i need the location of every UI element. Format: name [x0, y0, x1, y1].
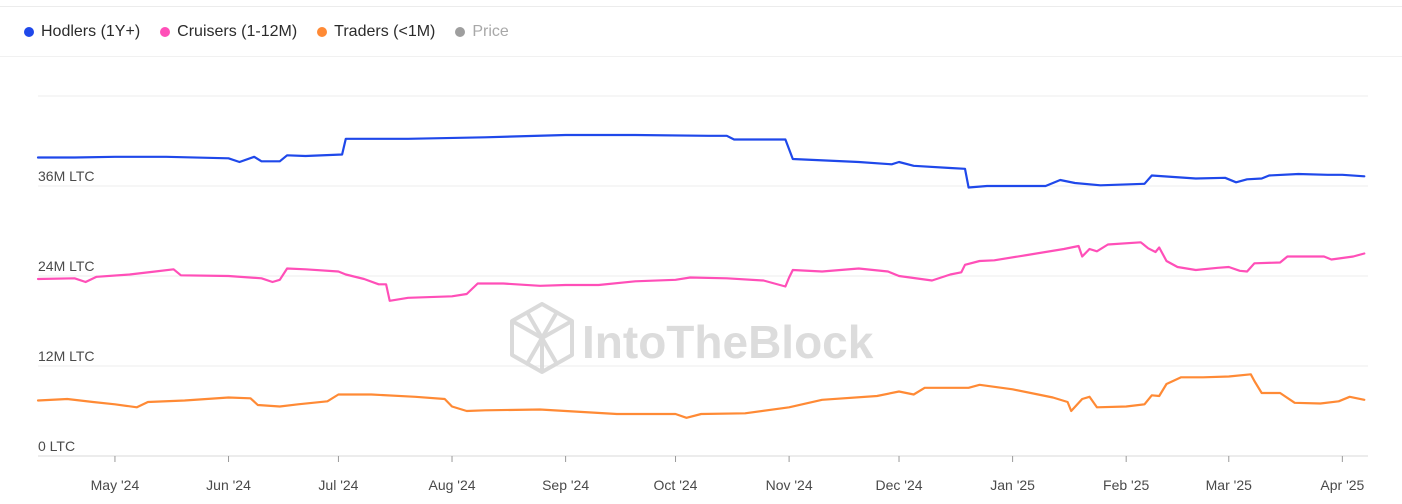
x-tick-label: Jun '24 [206, 477, 251, 493]
legend-item-cruisers[interactable]: Cruisers (1-12M) [160, 23, 297, 41]
watermark-text: IntoTheBlock [582, 316, 874, 368]
x-tick-label: Jan '25 [990, 477, 1035, 493]
x-tick-label: Oct '24 [654, 477, 698, 493]
legend-dot-cruisers [160, 27, 171, 37]
legend-label-traders: Traders (<1M) [334, 23, 436, 40]
x-tick-label: Aug '24 [428, 477, 475, 493]
x-tick-label: Dec '24 [876, 477, 923, 493]
legend-item-hodlers[interactable]: Hodlers (1Y+) [24, 23, 140, 41]
legend-dot-hodlers [24, 27, 34, 37]
x-tick-label: Jul '24 [318, 477, 358, 493]
series-line-hodlers[interactable] [36, 133, 1366, 189]
x-tick-label: Feb '25 [1103, 477, 1149, 493]
legend-label-hodlers: Hodlers (1Y+) [41, 23, 141, 40]
y-tick-label: 0 LTC [38, 438, 75, 454]
y-tick-label: 24M LTC [38, 258, 95, 274]
y-tick-label: 12M LTC [38, 348, 95, 364]
x-tick-label: Apr '25 [1320, 477, 1364, 493]
legend-dot-traders [317, 27, 328, 37]
legend-label-price: Price [472, 23, 509, 40]
series-line-traders[interactable] [36, 373, 1366, 419]
watermark: IntoTheBlock [510, 302, 874, 374]
legend-item-price[interactable]: Price [455, 23, 509, 41]
legend-item-traders[interactable]: Traders (<1M) [317, 23, 435, 41]
y-axis: 0 LTC 12M LTC 24M LTC 36M LTC [38, 168, 95, 454]
x-tick-label: Mar '25 [1206, 477, 1252, 493]
legend-label-cruisers: Cruisers (1-12M) [177, 23, 298, 40]
x-axis: May '24 Jun '24 Jul '24 Aug '24 Sep '24 Oct '… [91, 456, 1365, 493]
legend-divider [0, 56, 1402, 57]
x-tick-label: Sep '24 [542, 477, 589, 493]
grid-lines [38, 95, 1368, 457]
series-lines [36, 133, 1366, 419]
top-strip [0, 0, 1402, 7]
y-tick-label: 36M LTC [38, 168, 95, 184]
x-tick-label: May '24 [91, 477, 140, 493]
legend-dot-price [455, 27, 466, 37]
x-tick-label: Nov '24 [766, 477, 813, 493]
series-line-cruisers[interactable] [36, 241, 1366, 302]
legend: Hodlers (1Y+) Cruisers (1-12M) Traders (… [24, 20, 509, 44]
watermark-logo-icon [510, 302, 574, 374]
